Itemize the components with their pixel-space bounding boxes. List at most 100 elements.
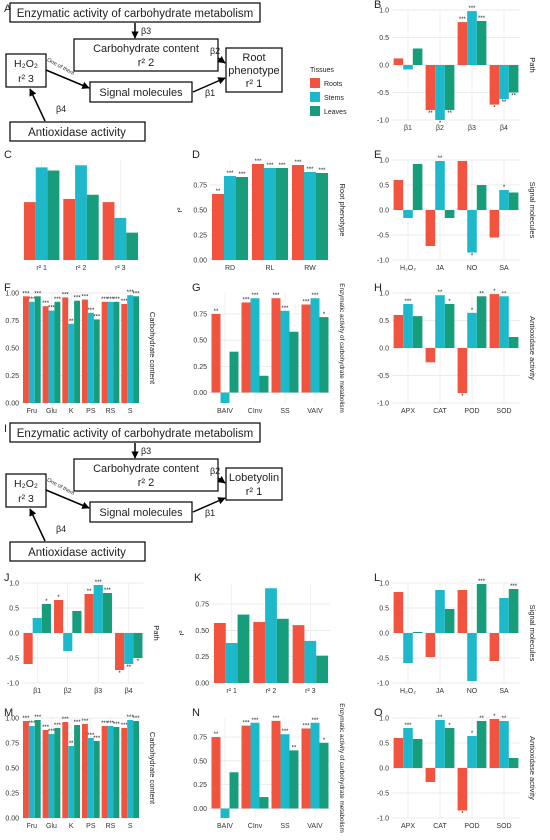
chart-F: F0.000.250.500.751.00Fru*********Glu****… <box>4 282 157 415</box>
x-tick-label: r² 3 <box>305 688 316 695</box>
legend-title: Tissues <box>310 67 334 74</box>
bar-stems <box>63 633 73 651</box>
x-tick-label: SOD <box>496 408 511 415</box>
x-tick-label: β4 <box>125 688 133 695</box>
bar-leaves <box>508 192 519 210</box>
significance-label: *** <box>468 6 476 12</box>
bar-roots <box>42 730 49 818</box>
significance-label: *** <box>404 299 412 305</box>
x-tick-label: RS <box>106 823 116 830</box>
bar-leaves <box>236 177 248 260</box>
bar-stems <box>224 176 236 260</box>
x-tick-label: CInv <box>248 823 263 830</box>
box-antioxidase <box>9 541 146 562</box>
arrow-b1 <box>192 77 226 93</box>
x-tick-label: Glu <box>46 823 57 830</box>
significance-label: * <box>137 659 140 665</box>
bar-leaves <box>47 170 60 260</box>
box-antioxidase-label: Antioxidase activity <box>28 127 126 139</box>
significance-label: * <box>493 289 496 295</box>
significance-label: *** <box>48 729 56 735</box>
bar-stems <box>225 643 238 683</box>
bar-stems <box>32 618 42 633</box>
significance-label: ** <box>69 319 74 325</box>
significance-label: *** <box>74 296 82 302</box>
box-response-line2: r² 1 <box>246 486 263 498</box>
bar-roots <box>489 633 500 661</box>
significance-label: *** <box>93 314 101 320</box>
path-diagram-I: I Enzymatic activity of carbohydrate meta… <box>4 422 283 562</box>
box-carbohydrate-line1: Carbohydrate content <box>93 43 199 55</box>
x-tick-label: r² 2 <box>76 265 87 272</box>
y-tick-label: 0.25 <box>195 654 209 661</box>
panel-ylabel: Signal molecules <box>528 182 537 239</box>
panel-letter: H <box>374 282 382 294</box>
bar-leaves <box>444 304 455 348</box>
significance-label: * <box>439 121 442 127</box>
y-tick-label: -0.5 <box>377 233 389 240</box>
beta3-label: β3 <box>141 26 151 36</box>
box-carbohydrate-line2: r² 2 <box>138 477 155 489</box>
arrow-b4 <box>29 88 46 122</box>
significance-label: ** <box>214 732 219 738</box>
bar-leaves <box>444 210 455 218</box>
x-tick-label: POD <box>464 408 479 415</box>
bar-roots <box>301 304 311 393</box>
box-response <box>225 47 283 93</box>
y-tick-label: 0.5 <box>379 606 389 613</box>
panel-letter: I <box>4 423 7 435</box>
bar-stems <box>35 167 48 260</box>
bar-roots <box>425 768 436 782</box>
bar-roots <box>211 737 221 809</box>
bar-roots <box>101 726 108 818</box>
bar-roots <box>457 22 468 66</box>
significance-label: *** <box>302 723 310 729</box>
legend-label-leaves: Leaves <box>324 109 347 116</box>
significance-label: *** <box>272 293 280 299</box>
significance-label: *** <box>22 291 30 297</box>
y-tick-label: -1.0 <box>377 681 389 688</box>
chart-M: M0.000.250.500.751.00Fru*********Glu****… <box>4 707 157 830</box>
significance-label: * <box>471 254 474 260</box>
significance-label: *** <box>281 306 289 312</box>
y-tick-label: 0.5 <box>379 183 389 190</box>
bar-leaves <box>316 173 328 260</box>
significance-label: * <box>471 308 474 314</box>
bar-leaves <box>86 194 99 260</box>
bar-leaves <box>508 337 519 348</box>
bar-roots <box>62 722 69 818</box>
significance-label: *** <box>81 719 89 725</box>
y-tick-label: 1.00 <box>5 716 19 723</box>
bar-stems <box>87 312 94 403</box>
bar-stems <box>435 720 445 768</box>
x-tick-label: VAIV <box>307 823 323 830</box>
x-tick-label: PS <box>86 823 96 830</box>
significance-label: * <box>461 812 464 818</box>
bar-stems <box>435 161 445 210</box>
panel-ylabel: Root phenotype <box>338 184 347 237</box>
bar-stems <box>435 295 445 348</box>
panel-letter: J <box>4 572 10 584</box>
bar-roots <box>22 296 29 403</box>
y-tick-label: 0.50 <box>193 338 207 345</box>
bar-stems <box>280 310 290 393</box>
y-tick-label: 0.25 <box>5 791 19 798</box>
significance-label: *** <box>34 715 42 721</box>
bar-roots <box>121 304 128 403</box>
y-tick-label: -1.0 <box>377 118 389 125</box>
y-tick-label: -1.0 <box>7 681 19 688</box>
bar-leaves <box>276 618 289 683</box>
y-tick-label: 0.50 <box>5 346 19 353</box>
significance-label: *** <box>107 297 115 303</box>
bar-roots <box>81 299 88 403</box>
significance-label: *** <box>311 718 319 724</box>
significance-label: *** <box>62 717 70 723</box>
y-tick-label: 0.25 <box>193 233 207 240</box>
panel-letter: M <box>4 707 13 719</box>
panel-letter: B <box>374 0 381 11</box>
panel-ylabel: Antioxidase activity <box>528 736 537 800</box>
bar-leaves <box>259 375 269 393</box>
path-diagram-A: A Enzymatic activity of carbohydrate meta… <box>4 2 283 142</box>
